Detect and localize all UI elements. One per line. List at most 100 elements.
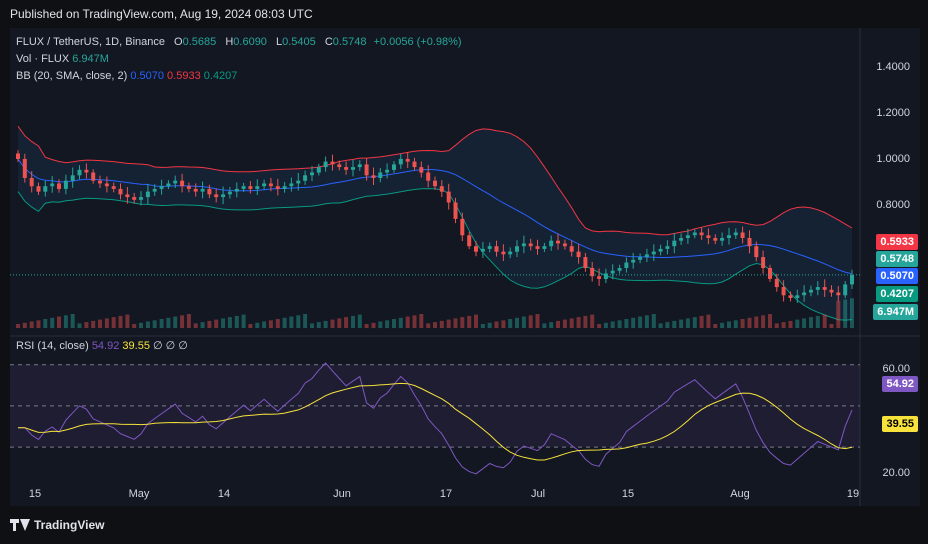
volume-label[interactable]: Vol · FLUX bbox=[16, 53, 70, 65]
candle-body bbox=[631, 259, 636, 263]
candle-body bbox=[460, 218, 465, 236]
candle-body bbox=[583, 257, 588, 268]
rsi-extra: ∅ ∅ ∅ bbox=[153, 340, 188, 352]
volume-bar bbox=[597, 324, 602, 328]
candle-body bbox=[494, 246, 499, 252]
volume-bar bbox=[610, 321, 615, 328]
candle-body bbox=[795, 295, 800, 298]
candle-body bbox=[679, 238, 684, 241]
chart-area[interactable]: FLUX / TetherUS, 1D, Binance O0.5685 H0.… bbox=[10, 28, 920, 506]
volume-bar bbox=[310, 323, 314, 328]
volume-bar bbox=[16, 324, 20, 328]
volume-bar bbox=[850, 298, 854, 329]
candle-body bbox=[658, 248, 663, 252]
high-value: 0.6090 bbox=[233, 36, 267, 48]
volume-bar bbox=[733, 320, 738, 329]
x-tick-may: May bbox=[128, 488, 150, 500]
bb-legend: BB (20, SMA, close, 2) 0.5070 0.5933 0.4… bbox=[16, 70, 237, 82]
volume-bar bbox=[644, 315, 649, 329]
candle-body bbox=[822, 287, 827, 290]
volume-bar bbox=[385, 320, 390, 329]
volume-bar bbox=[474, 314, 478, 328]
candle-body bbox=[111, 186, 116, 189]
candle-body bbox=[419, 167, 424, 173]
volume-bar bbox=[50, 317, 55, 329]
candle-body bbox=[125, 194, 130, 198]
volume-value: 6.947M bbox=[72, 53, 109, 65]
price-legend: FLUX / TetherUS, 1D, Binance O0.5685 H0.… bbox=[16, 36, 462, 48]
candle-body bbox=[303, 175, 308, 181]
bb-lower-tag: 0.4207 bbox=[876, 286, 918, 302]
candle-body bbox=[528, 243, 533, 247]
chart-svg[interactable] bbox=[10, 28, 920, 506]
candle-body bbox=[515, 246, 519, 252]
volume-bar bbox=[528, 315, 533, 329]
candle-body bbox=[255, 186, 260, 189]
candle-body bbox=[207, 188, 212, 195]
volume-bar bbox=[542, 323, 547, 328]
candle-body bbox=[104, 183, 109, 187]
candle-body bbox=[747, 238, 752, 247]
volume-bar bbox=[357, 314, 362, 328]
x-tick-17jun: 17 bbox=[439, 488, 453, 500]
bb-basis-tag: 0.5070 bbox=[876, 268, 918, 284]
candle-body bbox=[77, 169, 82, 176]
volume-bar bbox=[173, 316, 178, 328]
candle-body bbox=[214, 194, 219, 198]
volume-bar bbox=[275, 319, 280, 328]
candle-body bbox=[576, 251, 581, 258]
candle-body bbox=[282, 186, 287, 189]
bb-upper-tag: 0.5933 bbox=[876, 234, 918, 250]
tradingview-logo[interactable]: TradingView bbox=[10, 518, 104, 532]
candle-body bbox=[166, 183, 171, 187]
candle-body bbox=[727, 235, 731, 238]
candle-body bbox=[186, 186, 191, 189]
candle-body bbox=[241, 186, 246, 189]
candle-body bbox=[385, 169, 390, 173]
publish-header: Published on TradingView.com, Aug 19, 20… bbox=[0, 0, 928, 28]
volume-bar bbox=[77, 323, 82, 328]
volume-bar bbox=[43, 319, 48, 328]
candle-body bbox=[781, 287, 786, 296]
volume-bar bbox=[672, 320, 677, 328]
volume-bar bbox=[439, 320, 444, 328]
volume-bar bbox=[330, 319, 335, 328]
candle-body bbox=[850, 274, 854, 285]
volume-bar bbox=[802, 318, 807, 328]
candle-body bbox=[692, 232, 697, 236]
volume-bar bbox=[323, 320, 328, 328]
candle-body bbox=[802, 292, 807, 296]
bb-fill bbox=[18, 126, 852, 321]
volume-bar bbox=[22, 322, 27, 329]
rsi-label[interactable]: RSI (14, close) bbox=[16, 340, 89, 352]
volume-bar bbox=[227, 317, 232, 328]
candle-body bbox=[487, 246, 492, 249]
open-label: O bbox=[174, 36, 183, 48]
volume-bar bbox=[651, 314, 656, 328]
volume-bar bbox=[467, 315, 472, 328]
volume-bar bbox=[603, 322, 608, 329]
candle-body bbox=[145, 191, 150, 198]
volume-bar bbox=[111, 317, 116, 328]
volume-bar bbox=[774, 323, 779, 328]
candle-body bbox=[118, 188, 123, 195]
candle-body bbox=[426, 172, 431, 181]
candle-body bbox=[43, 186, 48, 192]
volume-bar bbox=[316, 322, 321, 328]
volume-bar bbox=[453, 318, 458, 328]
volume-bar bbox=[727, 321, 731, 328]
candle-body bbox=[549, 240, 554, 247]
rsi-value: 54.92 bbox=[91, 340, 120, 352]
symbol-label[interactable]: FLUX / TetherUS, 1D, Binance bbox=[16, 36, 165, 48]
volume-bar bbox=[193, 323, 198, 328]
bb-label[interactable]: BB (20, SMA, close, 2) bbox=[16, 70, 128, 82]
volume-bar bbox=[412, 315, 417, 329]
candle-body bbox=[405, 158, 410, 162]
volume-bar bbox=[70, 314, 75, 328]
candle-body bbox=[132, 197, 137, 200]
candle-body bbox=[227, 191, 232, 195]
candle-body bbox=[316, 167, 321, 173]
candle-body bbox=[439, 186, 444, 192]
volume-bar bbox=[98, 319, 102, 328]
x-tick-15apr: 15 bbox=[28, 488, 42, 500]
